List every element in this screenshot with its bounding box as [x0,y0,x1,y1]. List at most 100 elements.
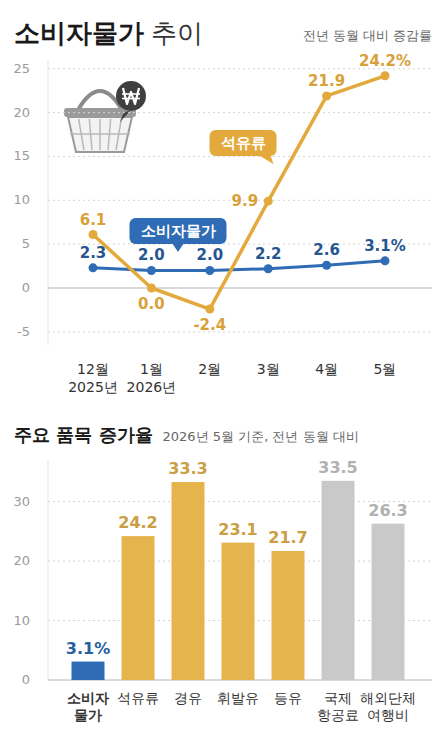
series-name: 소비자물가 [141,222,216,240]
y-tick-label: -5 [17,324,30,339]
y-tick-label-line: 0 [22,280,30,295]
bar [72,662,105,680]
series-point [205,266,214,275]
x-tick-label-line: 여행비 [367,707,409,723]
series-line [93,261,385,271]
data-label-line: 23.1 [218,520,257,539]
data-label: 9.9 [232,192,259,210]
x-tick-label: 5월 [374,361,397,377]
y-axis: -50510152025 [13,60,432,345]
series-point [322,91,331,100]
data-label: 2.3 [80,244,107,262]
x-tick-label: 12월2025년 [68,361,118,395]
basket-body [68,117,132,152]
x-tick-label: 국제항공료 [317,690,359,723]
bar [172,482,205,680]
title-main: 소비자물가 [14,18,144,48]
data-label-line: 24.2 [118,513,157,532]
series-tag: 석유류 [210,130,277,164]
data-label-line: 9.9 [232,192,259,210]
title: 주요 품목 증가율 [14,424,153,445]
series-point [89,230,98,239]
subtitle-line: 2026년 5월 기준, 전년 동월 대비 [163,429,359,444]
subtitle-line: 전년 동월 대비 증감률 [303,28,432,43]
grid-line [48,156,432,157]
x-tick-label-line: 등유 [274,690,302,706]
bar [122,536,155,680]
data-label: 24.2 [118,513,157,532]
grid-line [48,288,432,289]
series-point [264,197,273,206]
basket-icon [64,81,146,152]
y-tick-label: 0 [22,672,30,687]
x-tick-label-line: 3월 [257,361,280,377]
x-tick-label: 2월 [198,361,221,377]
grid-line [48,331,432,332]
data-label: 26.3 [368,501,407,520]
marks [72,481,405,680]
x-tick-label-line: 항공료 [317,707,359,723]
y-tick-label-line: 15 [13,148,30,163]
data-label: 24.2% [359,52,411,70]
series-point [381,71,390,80]
x-tick-label: 3월 [257,361,280,377]
series-name: 석유류 [221,134,266,152]
data-label-line: 6.1 [80,211,107,229]
series-point [322,261,331,270]
x-tick-label: 경유 [174,690,202,706]
data-label: 21.7 [268,528,307,547]
data-label: 33.5 [318,458,357,477]
x-tick-label-line: 국제 [324,690,352,706]
y-tick-label-line: -5 [17,324,30,339]
series-line [93,76,385,309]
y-tick-label-line: 20 [13,553,30,568]
data-label: -2.4 [193,316,226,334]
x-tick-label: 소비자물가 [67,690,109,723]
series-point [147,284,156,293]
y-tick-label: 20 [13,553,30,568]
data-label-line: 33.5 [318,458,357,477]
data-labels: 6.10.0-2.49.921.924.2%2.32.02.02.22.63.1… [80,52,411,334]
y-tick-label-line: 10 [13,192,30,207]
x-tick-label: 등유 [274,690,302,706]
x-tick-label-line: 5월 [374,361,397,377]
series-tag: 소비자물가 [130,218,227,252]
series-point [147,266,156,275]
canvas: 소비자물가추이 전년 동월 대비 증감률 -5 0 5 10 15 20 25 12월2025년 1… [0,0,444,745]
data-label: 0.0 [138,295,165,313]
x-tick-label: 석유류 [117,690,159,706]
y-tick-label-line: 30 [13,494,30,509]
data-label-line: -2.4 [193,316,226,334]
title-main: 주요 품목 증가율 [14,424,153,445]
x-tick-label-line: 4월 [315,361,338,377]
data-label-line: 2.6 [313,241,340,259]
series-point [89,263,98,272]
y-tick-label: 0 [22,280,30,295]
x-tick-label-line: 소비자 [67,690,109,706]
data-label-line: 2.2 [255,245,282,263]
won-sign [123,88,139,104]
x-tick-label-line: 2025년 [68,379,118,395]
data-label-line: 33.3 [168,459,207,478]
data-label-line: 2.0 [197,246,224,264]
y-tick-label: 5 [22,236,30,251]
data-label: 33.3 [168,459,207,478]
y-tick-label-line: 25 [13,61,30,76]
bar [222,543,255,680]
data-labels: 3.1%24.233.323.121.733.526.3 [66,458,408,658]
data-label: 23.1 [218,520,257,539]
y-tick-label: 25 [13,61,30,76]
x-tick-label: 1월2026년 [127,361,177,395]
won-bar [122,93,140,95]
x-tick-label-line: 1월 [140,361,163,377]
data-label: 21.9 [308,72,345,90]
won-bubble [116,81,146,111]
data-label-line: 2.0 [138,246,165,264]
x-tick-label-line: 석유류 [117,690,159,706]
series-tag-tail [172,243,184,252]
title: 소비자물가추이 [14,18,203,48]
grid-line [48,112,432,113]
x-tick-label-line: 물가 [74,707,102,723]
basket-slat [70,133,130,135]
series-point [381,256,390,265]
